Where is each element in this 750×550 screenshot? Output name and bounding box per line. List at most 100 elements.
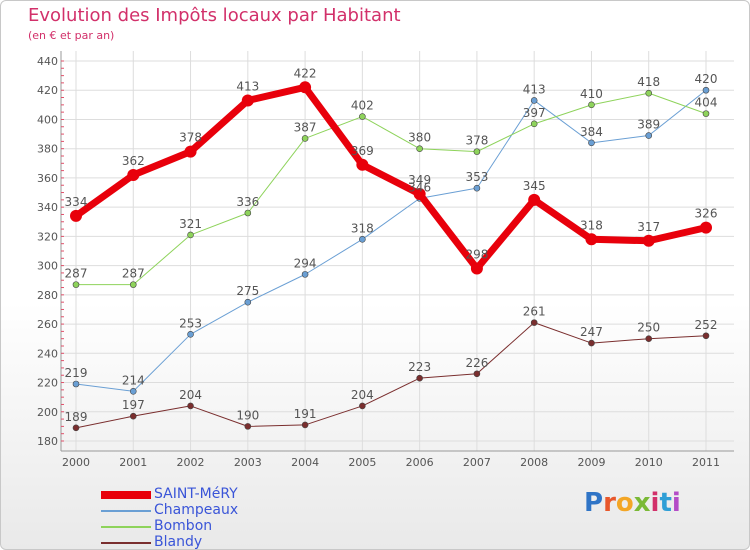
data-point bbox=[70, 209, 82, 222]
legend-label: SAINT-MéRY bbox=[154, 486, 238, 502]
data-label: 384 bbox=[580, 125, 603, 139]
data-point bbox=[642, 234, 655, 247]
data-label: 345 bbox=[523, 179, 546, 193]
data-label: 298 bbox=[465, 248, 488, 262]
legend-swatch bbox=[101, 491, 151, 499]
logo-letter: t bbox=[659, 488, 672, 518]
data-label: 190 bbox=[236, 408, 259, 422]
legend-item: Champeaux bbox=[101, 502, 301, 518]
x-tick-label: 2009 bbox=[577, 456, 605, 469]
legend-item: SAINT-MéRY bbox=[101, 486, 301, 502]
data-label: 252 bbox=[695, 318, 718, 332]
data-point bbox=[301, 271, 309, 278]
logo-letter: i bbox=[671, 488, 681, 518]
data-label: 378 bbox=[179, 131, 202, 145]
data-label: 362 bbox=[122, 154, 145, 168]
data-point bbox=[645, 132, 653, 139]
data-label: 287 bbox=[122, 267, 145, 281]
data-point bbox=[72, 380, 80, 388]
x-tick-label: 2006 bbox=[406, 456, 434, 469]
data-point bbox=[645, 89, 653, 97]
data-point bbox=[359, 236, 366, 243]
x-tick-label: 2010 bbox=[635, 456, 663, 469]
data-point bbox=[187, 331, 194, 338]
data-labels: 219 214 253 275 294 318 346 353 413 384 389 420 287 2… bbox=[65, 66, 718, 424]
legend-swatch bbox=[101, 510, 151, 512]
data-label: 336 bbox=[236, 195, 259, 209]
data-label: 294 bbox=[294, 256, 317, 270]
data-point bbox=[588, 101, 595, 109]
data-label: 197 bbox=[122, 398, 145, 412]
y-tick-label: 280 bbox=[37, 289, 58, 302]
data-point bbox=[301, 421, 309, 429]
data-label: 402 bbox=[351, 99, 374, 113]
data-point bbox=[530, 120, 538, 128]
y-tick-label: 360 bbox=[37, 172, 58, 185]
data-point bbox=[473, 370, 481, 378]
data-point bbox=[530, 319, 538, 326]
data-label: 318 bbox=[351, 221, 374, 235]
data-label: 247 bbox=[580, 325, 603, 339]
data-point bbox=[241, 94, 254, 107]
data-label: 261 bbox=[523, 305, 546, 319]
data-label: 413 bbox=[523, 82, 546, 96]
x-tick-label: 2000 bbox=[62, 456, 90, 469]
data-label: 378 bbox=[465, 134, 488, 148]
series-lines bbox=[70, 81, 712, 432]
data-point bbox=[588, 339, 595, 347]
y-tick-label: 220 bbox=[37, 377, 58, 390]
data-point bbox=[72, 424, 80, 432]
series-line-champeaux bbox=[75, 89, 707, 392]
data-label: 275 bbox=[236, 284, 259, 298]
data-label: 418 bbox=[637, 75, 660, 89]
series-line-bombon bbox=[75, 92, 707, 286]
logo-letter: o bbox=[615, 488, 634, 518]
data-point bbox=[470, 262, 483, 275]
data-point bbox=[127, 169, 140, 181]
series-line-saint-méry bbox=[72, 83, 710, 273]
y-tick-label: 180 bbox=[37, 435, 58, 448]
data-point bbox=[473, 184, 481, 192]
data-label: 287 bbox=[65, 267, 88, 281]
data-label: 321 bbox=[179, 217, 202, 231]
y-tick-label: 300 bbox=[37, 260, 58, 273]
y-tick-label: 320 bbox=[37, 230, 58, 243]
data-point bbox=[702, 332, 710, 340]
y-tick-label: 380 bbox=[37, 143, 58, 156]
data-label: 349 bbox=[408, 173, 431, 187]
data-point bbox=[244, 209, 252, 217]
x-tick-label: 2003 bbox=[234, 456, 262, 469]
data-label: 250 bbox=[637, 321, 660, 335]
data-label: 420 bbox=[695, 72, 718, 86]
data-label: 189 bbox=[65, 410, 88, 424]
x-tick-label: 2008 bbox=[520, 456, 548, 469]
legend-label: Bombon bbox=[154, 518, 213, 534]
data-label: 223 bbox=[408, 360, 431, 374]
data-point bbox=[588, 139, 595, 147]
data-label: 226 bbox=[465, 356, 488, 370]
data-label: 334 bbox=[65, 195, 88, 209]
x-tick-label: 2001 bbox=[119, 456, 147, 469]
data-label: 191 bbox=[294, 407, 317, 421]
data-point bbox=[244, 298, 252, 306]
data-point bbox=[356, 158, 369, 171]
legend-label: Blandy bbox=[154, 534, 203, 550]
data-label: 380 bbox=[408, 131, 431, 145]
data-label: 204 bbox=[351, 388, 374, 402]
data-point bbox=[585, 233, 598, 246]
data-label: 369 bbox=[351, 144, 374, 158]
data-label: 404 bbox=[695, 96, 718, 110]
data-point bbox=[129, 281, 137, 288]
data-point bbox=[528, 193, 541, 206]
data-label: 387 bbox=[294, 120, 317, 134]
data-point bbox=[184, 145, 197, 158]
data-point bbox=[72, 281, 80, 288]
data-label: 346 bbox=[408, 180, 431, 194]
data-point bbox=[702, 110, 710, 117]
y-tick-label: 240 bbox=[37, 347, 58, 360]
y-tick-label: 340 bbox=[37, 201, 58, 214]
data-label: 214 bbox=[122, 373, 145, 387]
logo-letter: i bbox=[650, 488, 660, 518]
